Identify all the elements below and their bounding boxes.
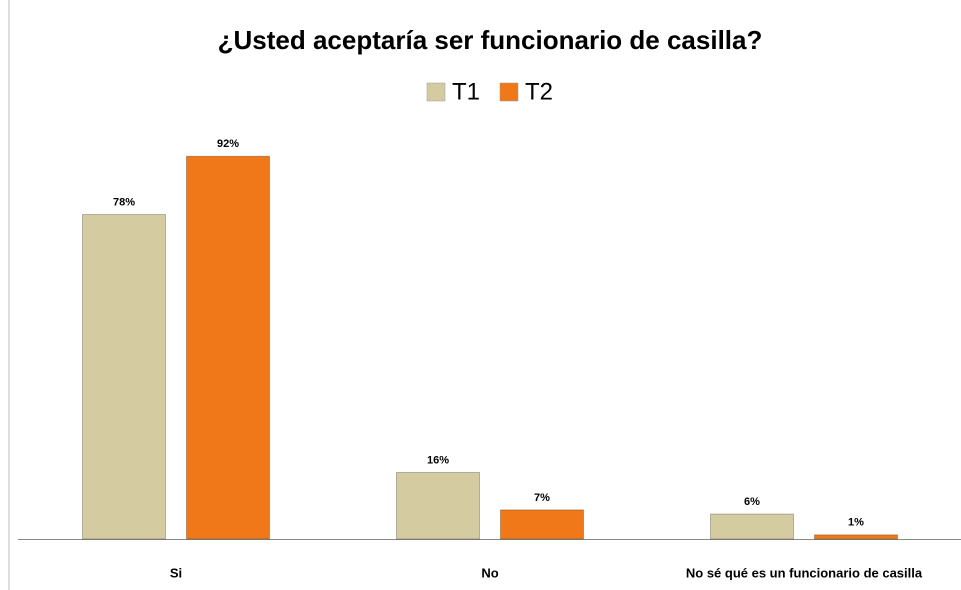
legend-swatch <box>426 82 446 102</box>
x-tick-label: No <box>481 565 498 580</box>
bar <box>396 471 480 540</box>
data-label: 92% <box>217 138 239 150</box>
x-tick-label: Si <box>170 565 182 580</box>
bar <box>710 513 794 540</box>
data-label: 6% <box>744 496 760 508</box>
chart-title: ¿Usted aceptaría ser funcionario de casi… <box>218 25 763 55</box>
bar <box>814 534 898 540</box>
data-label: 16% <box>427 454 449 466</box>
data-label: 1% <box>848 517 864 529</box>
x-tick-label: No sé qué es un funcionario de casilla <box>686 565 923 580</box>
legend-label: T1 <box>452 78 480 105</box>
legend-swatch <box>499 82 519 102</box>
data-label: 7% <box>534 492 550 504</box>
bar <box>186 155 270 540</box>
data-label: 78% <box>113 196 135 208</box>
legend-label: T2 <box>525 78 553 105</box>
bar <box>500 509 584 540</box>
bar <box>82 214 166 540</box>
